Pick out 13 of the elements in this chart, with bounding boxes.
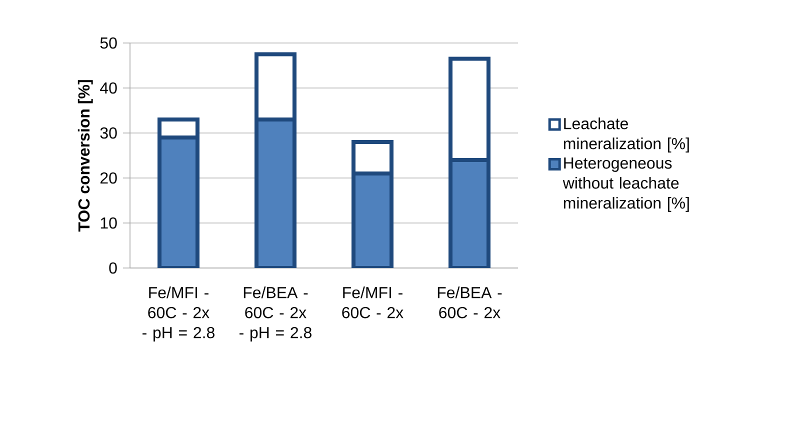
x-tick-label: Fe/MFI - 60C - 2x	[342, 286, 404, 318]
y-axis-title: TOC conversion [%]	[78, 80, 93, 232]
legend-label: Leachate mineralization [%]	[564, 118, 689, 152]
y-tick-label: 40	[100, 82, 117, 94]
y-tick-label: 20	[100, 172, 117, 184]
y-tick-label: 0	[109, 262, 117, 274]
y-tick-label: 10	[100, 217, 117, 229]
x-tick-label: Fe/BEA - 60C - 2x	[438, 286, 502, 318]
y-tick-label: 30	[100, 127, 117, 139]
x-tick-label: Fe/BEA - 60C - 2x - pH = 2.8	[240, 286, 312, 342]
legend-label: Heterogeneous without leachate mineralization [%]	[562, 158, 689, 212]
x-tick-label: Fe/MFI - 60C - 2x - pH = 2.8	[142, 286, 214, 342]
y-tick-label: 50	[100, 37, 117, 49]
